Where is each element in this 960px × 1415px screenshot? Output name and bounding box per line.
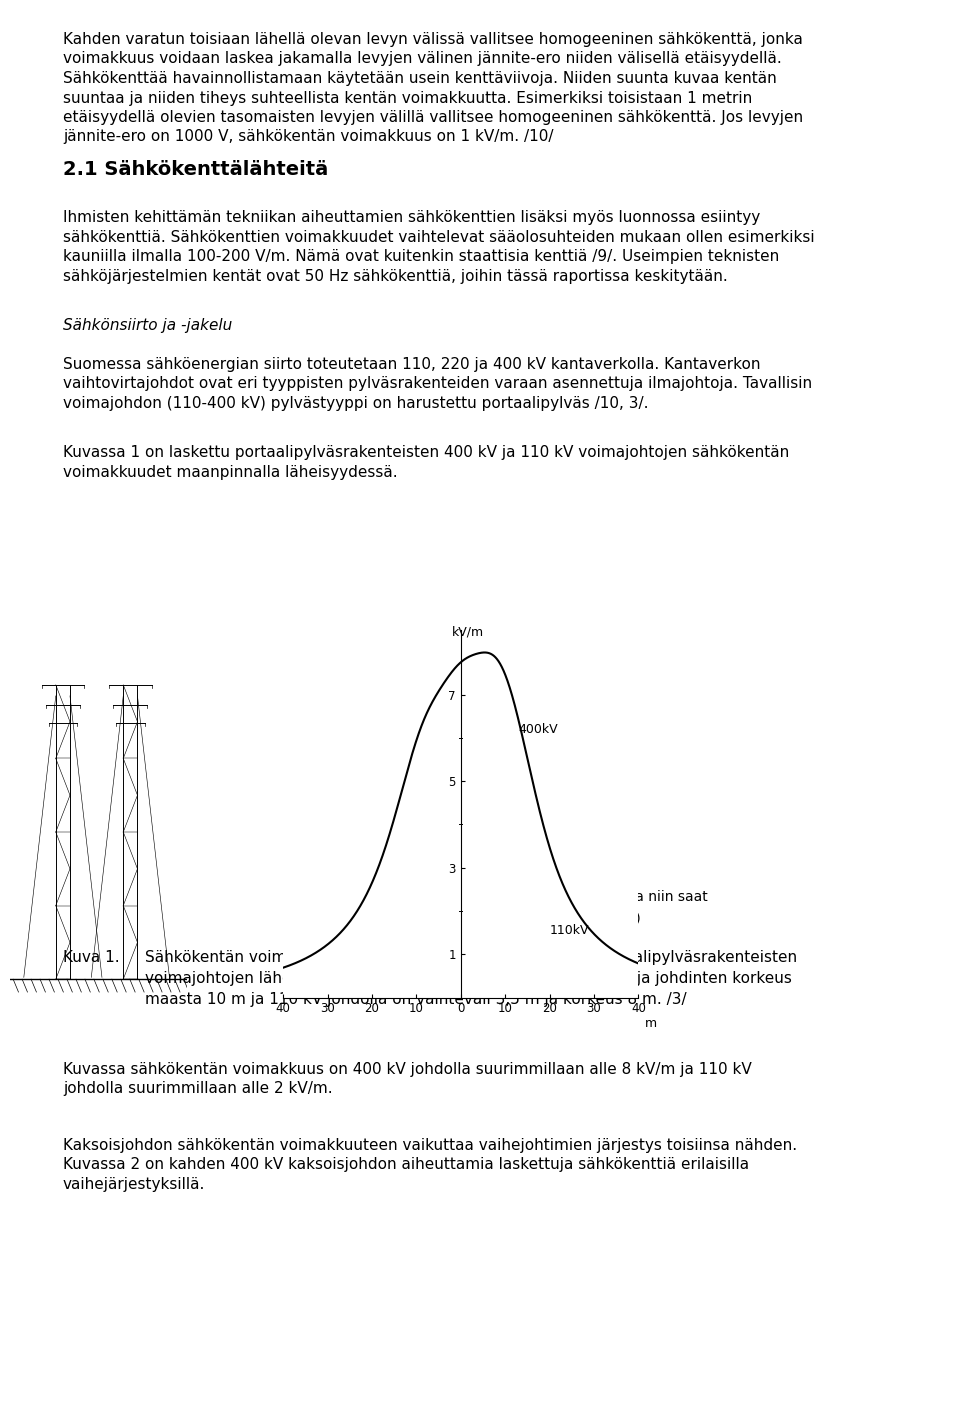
Text: Kuva 1.: Kuva 1. (63, 949, 120, 965)
Text: 400kV: 400kV (518, 723, 558, 736)
Text: kV/m: kV/m (451, 625, 484, 638)
Text: Kaksoisjohdon sähkökentän voimakkuuteen vaikuttaa vaihejohtimien järjestys toisi: Kaksoisjohdon sähkökentän voimakkuuteen … (63, 1138, 797, 1153)
Text: 110kV: 110kV (550, 924, 589, 937)
Text: suuntaa ja niiden tiheys suhteellista kentän voimakkuutta. Esimerkiksi toisistaa: suuntaa ja niiden tiheys suhteellista ke… (63, 91, 753, 106)
Text: kauniilla ilmalla 100-200 V/m. Nämä ovat kuitenkin staattisia kenttiä /9/. Useim: kauniilla ilmalla 100-200 V/m. Nämä ovat… (63, 249, 780, 265)
Text: vaihtovirtajohdot ovat eri tyyppisten pylväsrakenteiden varaan asennettuja ilmaj: vaihtovirtajohdot ovat eri tyyppisten py… (63, 376, 812, 392)
Text: voimakkuudet maanpinnalla läheisyydessä.: voimakkuudet maanpinnalla läheisyydessä. (63, 464, 397, 480)
Text: Kahden varatun toisiaan lähellä olevan levyn välissä vallitsee homogeeninen sähk: Kahden varatun toisiaan lähellä olevan l… (63, 33, 803, 47)
Text: johdolla suurimmillaan alle 2 kV/m.: johdolla suurimmillaan alle 2 kV/m. (63, 1081, 332, 1097)
Text: (Klikkaa kuvaa niin saat: (Klikkaa kuvaa niin saat (542, 890, 708, 904)
Text: voimakkuus voidaan laskea jakamalla levyjen välinen jännite-ero niiden välisellä: voimakkuus voidaan laskea jakamalla levy… (63, 51, 781, 67)
Text: Sähkönsiirto ja -jakelu: Sähkönsiirto ja -jakelu (63, 318, 232, 333)
Text: 2.1 Sähkökenttälähteitä: 2.1 Sähkökenttälähteitä (63, 160, 328, 180)
Text: voimajohdon (110-400 kV) pylvästyyppi on harustettu portaalipylväs /10, 3/.: voimajohdon (110-400 kV) pylvästyyppi on… (63, 396, 649, 410)
Text: Sähkökentän voimakkuus maan pinnalla 400 kV ja 110 kV portaalipylväsrakenteisten: Sähkökentän voimakkuus maan pinnalla 400… (145, 949, 797, 965)
Text: Kuvassa 1 on laskettu portaalipylväsrakenteisten 400 kV ja 110 kV voimajohtojen : Kuvassa 1 on laskettu portaalipylväsrake… (63, 444, 789, 460)
Text: Sähkökenttää havainnollistamaan käytetään usein kenttäviivoja. Niiden suunta kuv: Sähkökenttää havainnollistamaan käytetää… (63, 71, 777, 86)
Text: maasta 10 m ja 110 kV johdolla on vaihteväli 3,5 m ja korkeus 8 m. /3/: maasta 10 m ja 110 kV johdolla on vaihte… (145, 992, 686, 1007)
Text: sähkökenttiä. Sähkökenttien voimakkuudet vaihtelevat sääolosuhteiden mukaan olle: sähkökenttiä. Sähkökenttien voimakkuudet… (63, 229, 815, 245)
Text: voimajohtojen läheisyydessä. 400 kV johdolla vaihteväli on 9 m ja johdinten kork: voimajohtojen läheisyydessä. 400 kV johd… (145, 971, 792, 986)
Text: Kuvassa 2 on kahden 400 kV kaksoisjohdon aiheuttamia laskettuja sähkökenttiä eri: Kuvassa 2 on kahden 400 kV kaksoisjohdon… (63, 1157, 749, 1173)
Text: sähköjärjestelmien kentät ovat 50 Hz sähkökenttiä, joihin tässä raportissa keski: sähköjärjestelmien kentät ovat 50 Hz säh… (63, 269, 728, 283)
Text: etäisyydellä olevien tasomaisten levyjen välillä vallitsee homogeeninen sähköken: etäisyydellä olevien tasomaisten levyjen… (63, 110, 804, 125)
Text: jännite-ero on 1000 V, sähkökentän voimakkuus on 1 kV/m. /10/: jännite-ero on 1000 V, sähkökentän voima… (63, 130, 554, 144)
Text: vaihejärjestyksillä.: vaihejärjestyksillä. (63, 1177, 205, 1191)
Text: m: m (645, 1017, 658, 1030)
Text: suuremmaksi): suuremmaksi) (542, 911, 641, 925)
Text: Ihmisten kehittämän tekniikan aiheuttamien sähkökenttien lisäksi myös luonnossa : Ihmisten kehittämän tekniikan aiheuttami… (63, 209, 760, 225)
Text: Kuvassa sähkökentän voimakkuus on 400 kV johdolla suurimmillaan alle 8 kV/m ja 1: Kuvassa sähkökentän voimakkuus on 400 kV… (63, 1063, 752, 1077)
Text: Suomessa sähköenergian siirto toteutetaan 110, 220 ja 400 kV kantaverkolla. Kant: Suomessa sähköenergian siirto toteutetaa… (63, 357, 760, 372)
